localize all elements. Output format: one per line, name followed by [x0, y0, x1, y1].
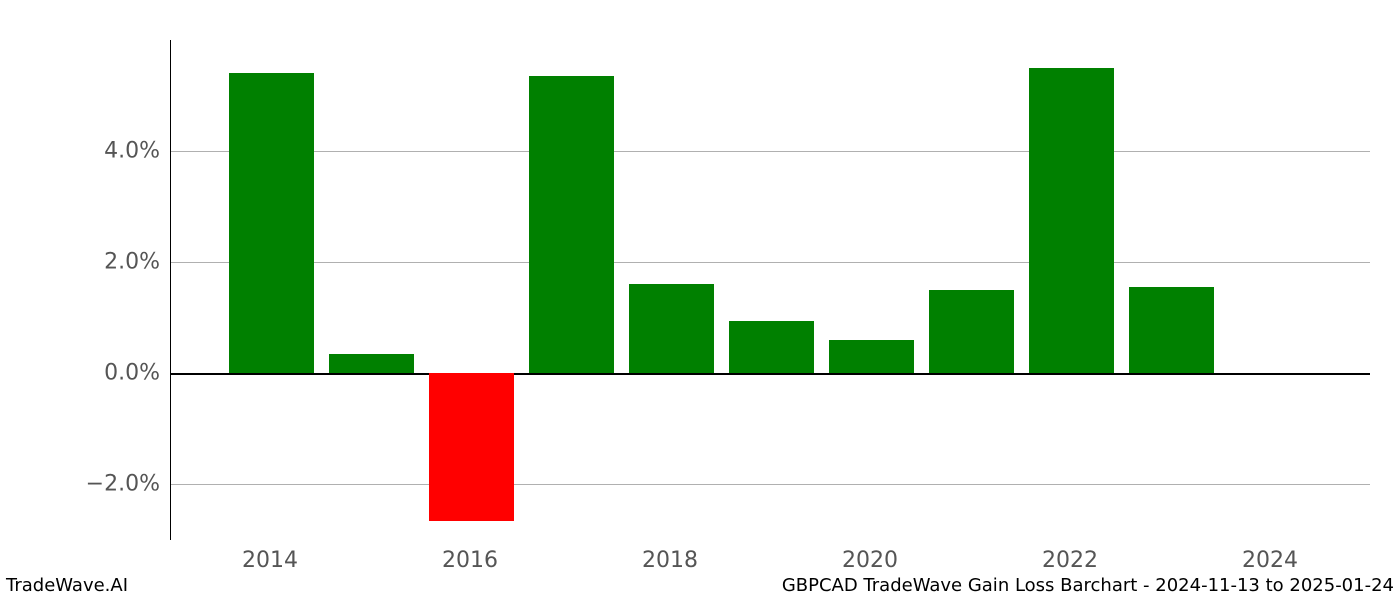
bar [529, 76, 614, 373]
x-tick-label: 2020 [842, 548, 898, 573]
gridline [171, 151, 1370, 152]
footer-right-text: GBPCAD TradeWave Gain Loss Barchart - 20… [782, 575, 1394, 596]
x-tick-label: 2016 [442, 548, 498, 573]
bar [1029, 68, 1114, 374]
bar [329, 354, 414, 373]
x-tick-label: 2022 [1042, 548, 1098, 573]
x-tick-label: 2014 [242, 548, 298, 573]
bar [1129, 287, 1214, 373]
chart-container: −2.0% 0.0% 2.0% 4.0% 2014 2016 2018 2020 2022 20… [0, 0, 1400, 600]
bar [929, 290, 1014, 373]
y-tick-label: −2.0% [60, 472, 160, 497]
bar [729, 321, 814, 374]
footer-left-text: TradeWave.AI [6, 575, 128, 596]
gridline [171, 484, 1370, 485]
bar [829, 340, 914, 373]
bar [229, 73, 314, 373]
gridline [171, 262, 1370, 263]
x-tick-label: 2024 [1242, 548, 1298, 573]
y-tick-label: 4.0% [60, 139, 160, 164]
plot-area [170, 40, 1370, 540]
bar [429, 373, 514, 520]
y-tick-label: 2.0% [60, 250, 160, 275]
bar [629, 284, 714, 373]
y-tick-label: 0.0% [60, 361, 160, 386]
x-tick-label: 2018 [642, 548, 698, 573]
zero-axis-line [171, 373, 1370, 375]
